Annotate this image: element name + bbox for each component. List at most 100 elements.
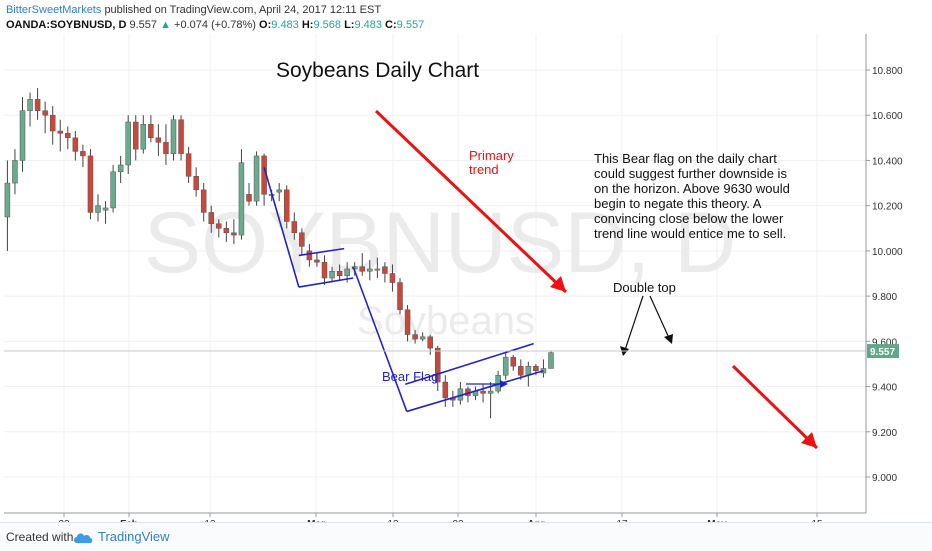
trendline-channel-upper	[405, 342, 534, 386]
last-price-tag-bg	[867, 344, 899, 359]
candle	[102, 201, 109, 224]
high-label: H:	[301, 19, 314, 31]
candle-body	[178, 119, 184, 154]
candle-body	[246, 194, 252, 202]
double-top-pointer-2	[649, 295, 670, 339]
candle-body	[125, 121, 131, 166]
candle	[299, 228, 305, 256]
trendline-flag-upper	[298, 247, 345, 257]
bear-flag-label: Bear Flag	[382, 369, 438, 384]
candle	[480, 384, 486, 403]
candle-body	[435, 347, 441, 383]
candle	[185, 146, 192, 184]
close-label: C:	[385, 19, 397, 31]
candle	[208, 205, 214, 233]
price-tick-label: 10.800	[872, 66, 903, 77]
header-line-1: BitterSweetMarkets published on TradingV…	[6, 4, 381, 16]
time-axis[interactable]: 23 Feb 13 Mar 13 22 Apr 17 May 15	[58, 513, 823, 522]
bear-flag-pointer-head	[500, 380, 508, 388]
candle-body	[163, 142, 169, 154]
double-top-label: Double top	[613, 280, 676, 295]
candle-body	[102, 207, 109, 211]
up-arrow-icon: ▲	[160, 19, 171, 31]
candle	[110, 164, 116, 213]
candle	[246, 183, 252, 206]
published-text: published on TradingView.com, April 24, …	[104, 4, 382, 16]
grid	[4, 34, 866, 513]
price-tick-label: 10.400	[872, 156, 903, 167]
candle	[487, 382, 494, 419]
candle	[284, 185, 290, 229]
author-link[interactable]: BitterSweetMarkets	[6, 4, 102, 16]
tradingview-brand[interactable]: TradingView	[98, 529, 170, 544]
candle-body	[12, 160, 18, 184]
candle-body	[419, 336, 426, 340]
candle	[155, 124, 162, 156]
price-chart[interactable]: SOYBNUSD, D Soybeans Soybeans Daily Char…	[0, 0, 932, 522]
candle-body	[548, 352, 554, 369]
candle-body	[133, 121, 139, 150]
candle	[49, 106, 56, 145]
candle-body	[223, 228, 230, 234]
candle-body	[49, 114, 56, 132]
candle-body	[87, 155, 94, 213]
candle	[133, 115, 139, 161]
candle-body	[284, 189, 290, 222]
candle	[276, 183, 282, 202]
candle	[193, 167, 199, 197]
candle-body	[117, 164, 124, 172]
symbol-label: OANDA:SOYBNUSD, D	[6, 19, 127, 31]
candle	[435, 345, 441, 392]
candle-body	[216, 223, 222, 229]
candle	[291, 212, 298, 240]
candle	[397, 278, 403, 315]
candle-body	[185, 153, 192, 177]
candle-body	[19, 110, 26, 161]
price-axis[interactable]: 10.800 10.600 10.400 10.200 10.000 9.800 9.600…	[866, 66, 903, 484]
open-label: O:	[259, 19, 272, 31]
open-value: 9.483	[271, 19, 299, 31]
candle-body	[140, 124, 147, 150]
target-arrow	[731, 364, 819, 450]
candle-body	[253, 155, 260, 202]
tradingview-cloud-icon	[74, 533, 93, 543]
primary-trend-label-2: trend	[469, 162, 499, 177]
candle	[518, 359, 524, 380]
candle	[12, 149, 18, 195]
created-with-text: Created with	[6, 530, 74, 544]
trendline-flagpole-2	[352, 266, 408, 412]
plot-area	[4, 34, 866, 513]
trendlines	[263, 167, 544, 413]
watermark-name: Soybeans	[357, 299, 535, 343]
trendline-flagpole-1	[263, 167, 300, 288]
candle	[216, 219, 222, 238]
note-line-3: on the horizon. Above 9630 would	[594, 181, 790, 196]
candle	[389, 264, 396, 292]
candle	[80, 144, 86, 168]
candle-body	[374, 268, 381, 271]
candle-body	[34, 99, 41, 111]
candle-body	[404, 309, 411, 335]
candle	[442, 375, 449, 407]
time-tick-label: 17	[616, 519, 628, 522]
time-tick-label: Mar	[307, 519, 325, 522]
candle-body	[487, 390, 494, 394]
candle-body	[299, 232, 305, 247]
candle	[200, 183, 207, 222]
candle-body	[314, 259, 320, 263]
price-tick-label: 9.600	[872, 337, 897, 348]
primary-trend-arrowhead	[550, 276, 566, 292]
candle	[27, 92, 33, 127]
last-price-tag-label: 9.557	[870, 347, 895, 358]
candle	[374, 257, 381, 279]
candle-body	[231, 232, 237, 236]
candle	[329, 266, 335, 283]
candle-body	[276, 189, 282, 193]
candle-body	[367, 268, 373, 272]
target-arrowhead	[801, 432, 817, 448]
last-price: 9.557	[129, 19, 157, 31]
candle-body	[336, 270, 343, 277]
candle-body	[200, 189, 207, 213]
candle-body	[27, 99, 33, 111]
price-tick-label: 10.200	[872, 202, 903, 213]
